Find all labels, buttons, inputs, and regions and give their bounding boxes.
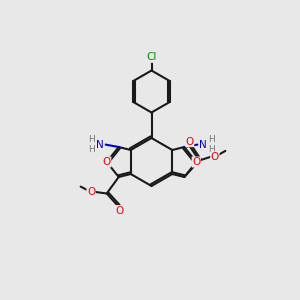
Text: O: O — [87, 187, 95, 197]
Text: H: H — [208, 135, 215, 144]
Text: O: O — [211, 152, 219, 162]
Text: N: N — [199, 140, 207, 150]
Text: O: O — [116, 206, 124, 216]
Text: Cl: Cl — [146, 52, 157, 62]
Text: O: O — [103, 157, 111, 167]
Text: O: O — [192, 157, 200, 167]
Text: H: H — [88, 135, 95, 144]
Text: H: H — [208, 146, 215, 154]
Text: O: O — [186, 136, 194, 147]
Text: H: H — [88, 146, 95, 154]
Text: N: N — [96, 140, 104, 150]
